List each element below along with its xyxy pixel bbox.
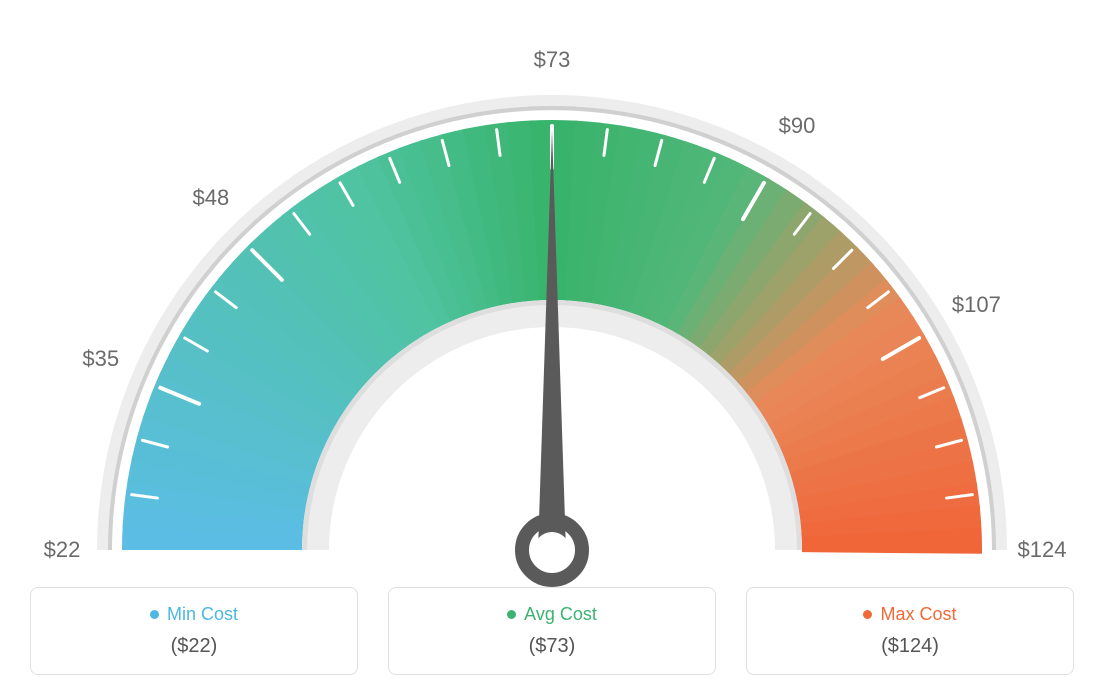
gauge-tick-label: $22 [44, 537, 81, 563]
gauge-tick-label: $35 [82, 346, 119, 372]
legend-max-value: ($124) [747, 635, 1073, 658]
legend-min-value: ($22) [31, 635, 357, 658]
legend-max-card: Max Cost ($124) [746, 587, 1074, 675]
legend-avg-value: ($73) [389, 635, 715, 658]
gauge-tick-label: $107 [952, 292, 1001, 318]
legend-avg-card: Avg Cost ($73) [388, 587, 716, 675]
legend-max-title: Max Cost [863, 604, 956, 625]
legend-row: Min Cost ($22) Avg Cost ($73) Max Cost (… [0, 587, 1104, 675]
dot-icon [150, 610, 159, 619]
legend-min-title: Min Cost [150, 604, 238, 625]
gauge-tick-label: $90 [779, 113, 816, 139]
legend-max-label: Max Cost [880, 604, 956, 625]
legend-min-card: Min Cost ($22) [30, 587, 358, 675]
gauge-tick-label: $73 [534, 47, 571, 73]
gauge-tick-label: $48 [193, 185, 230, 211]
gauge-tick-label: $124 [1018, 537, 1067, 563]
gauge-area: $22 $35 $48 $73 $90 $107 $124 [32, 30, 1072, 590]
legend-avg-label: Avg Cost [524, 604, 597, 625]
gauge-svg [32, 30, 1072, 590]
dot-icon [863, 610, 872, 619]
cost-gauge-chart: $22 $35 $48 $73 $90 $107 $124 Min Cost ($22) A… [0, 0, 1104, 690]
legend-min-label: Min Cost [167, 604, 238, 625]
legend-avg-title: Avg Cost [507, 604, 597, 625]
dot-icon [507, 610, 516, 619]
